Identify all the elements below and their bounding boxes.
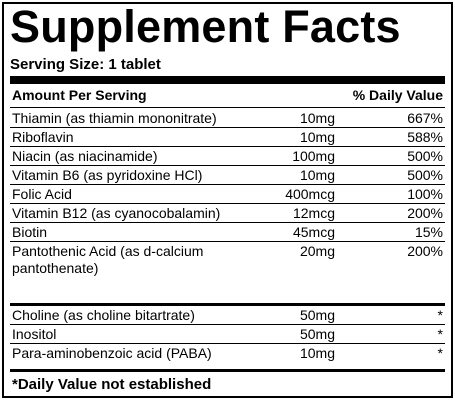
footnote: *Daily Value not established [12, 376, 212, 393]
ingredient-amount: 10mg [299, 345, 335, 361]
nutrient-name: Vitamin B12 (as cyanocobalamin) [12, 205, 221, 221]
ingredient-dv: * [437, 345, 443, 361]
nutrient-dv: 100% [407, 186, 443, 202]
ingredient-name: Inositol [12, 326, 57, 342]
nutrient-row: Thiamin (as thiamin mononitrate) 10mg 66… [10, 109, 445, 128]
daily-value-header: % Daily Value [352, 87, 443, 103]
nutrient-name: Biotin [12, 224, 48, 240]
nutrient-dv: 500% [407, 148, 443, 164]
nutrient-dv: 667% [407, 110, 443, 126]
nutrient-row: Folic Acid 400mcg 100% [10, 185, 445, 204]
nutrient-name: Vitamin B6 (as pyridoxine HCl) [12, 167, 203, 183]
section-divider [10, 303, 445, 306]
ingredient-amount: 50mg [299, 307, 335, 323]
nutrient-dv: 200% [407, 205, 443, 221]
nutrient-dv: 588% [407, 129, 443, 145]
nutrient-amount: 10mg [299, 129, 335, 145]
nutrient-amount: 10mg [299, 167, 335, 183]
nutrient-row: Vitamin B12 (as cyanocobalamin) 12mcg 20… [10, 204, 445, 223]
nutrient-amount: 10mg [299, 110, 335, 126]
ingredient-row: Choline (as choline bitartrate) 50mg * [10, 306, 445, 325]
header-divider [10, 107, 445, 108]
nutrient-dv: 500% [407, 167, 443, 183]
nutrient-row: Biotin 45mcg 15% [10, 223, 445, 242]
nutrient-amount: 45mcg [292, 224, 335, 240]
nutrient-amount: 400mcg [285, 186, 335, 202]
bottom-divider [10, 369, 445, 372]
nutrient-name: Riboflavin [12, 129, 74, 145]
nutrient-row: Pantothenic Acid (as d-calcium pantothen… [10, 242, 445, 279]
column-header: Amount Per Serving % Daily Value [10, 86, 445, 106]
other-ingredient-list: Choline (as choline bitartrate) 50mg * I… [10, 306, 445, 362]
ingredient-name: Para-aminobenzoic acid (PABA) [12, 345, 212, 361]
ingredient-dv: * [437, 326, 443, 342]
ingredient-row: Inositol 50mg * [10, 325, 445, 344]
nutrient-amount: 12mcg [292, 205, 335, 221]
thick-divider [10, 76, 445, 84]
nutrient-dv: 15% [414, 224, 443, 240]
amount-header: Amount Per Serving [12, 87, 147, 103]
nutrient-row: Niacin (as niacinamide) 100mg 500% [10, 147, 445, 166]
nutrient-amount: 100mg [292, 148, 335, 164]
serving-size: Serving Size: 1 tablet [10, 56, 161, 73]
nutrient-row: Vitamin B6 (as pyridoxine HCl) 10mg 500% [10, 166, 445, 185]
nutrient-dv: 200% [407, 243, 443, 259]
nutrient-row: Riboflavin 10mg 588% [10, 128, 445, 147]
ingredient-row: Para-aminobenzoic acid (PABA) 10mg * [10, 344, 445, 362]
nutrient-name: Folic Acid [12, 186, 72, 202]
panel-title: Supplement Facts [10, 1, 401, 52]
nutrient-name: Niacin (as niacinamide) [12, 148, 158, 164]
ingredient-dv: * [437, 307, 443, 323]
nutrient-name: Thiamin (as thiamin mononitrate) [12, 110, 217, 126]
nutrient-name: Pantothenic Acid (as d-calcium pantothen… [12, 243, 204, 276]
nutrient-list: Thiamin (as thiamin mononitrate) 10mg 66… [10, 109, 445, 279]
ingredient-amount: 50mg [299, 326, 335, 342]
ingredient-name: Choline (as choline bitartrate) [12, 307, 195, 323]
nutrient-amount: 20mg [299, 243, 335, 259]
